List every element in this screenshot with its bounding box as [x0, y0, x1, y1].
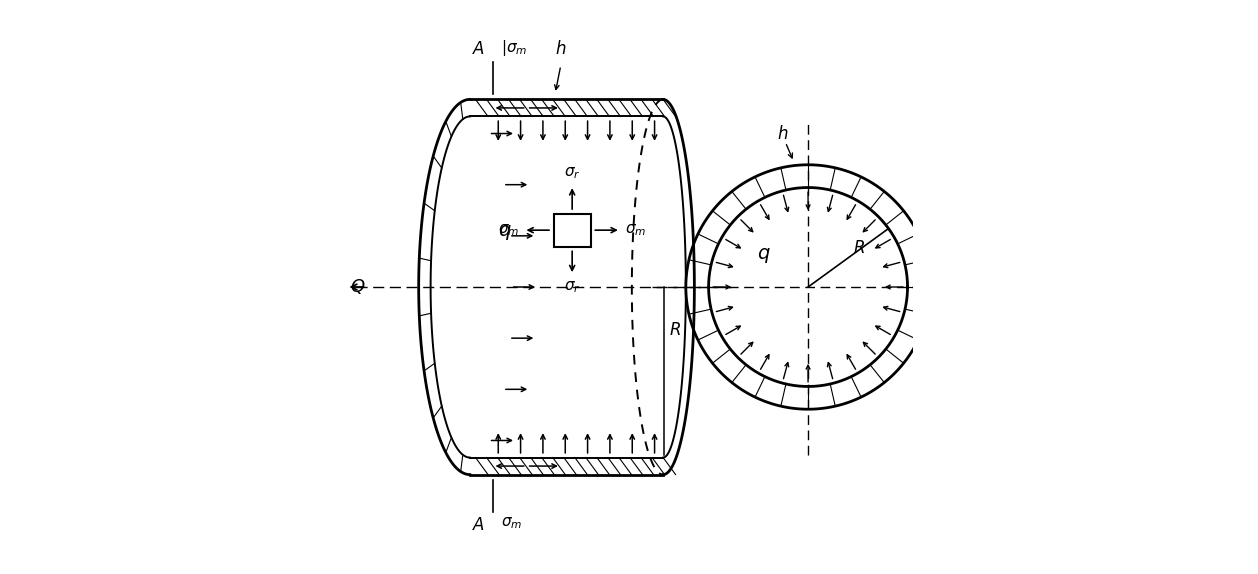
- Text: h: h: [556, 41, 566, 59]
- Text: $\sigma_m$: $\sigma_m$: [625, 222, 647, 238]
- Text: A: A: [473, 515, 484, 533]
- Bar: [554, 214, 590, 247]
- Text: A: A: [473, 41, 484, 59]
- Text: $\sigma_r$: $\sigma_r$: [564, 279, 580, 294]
- Text: $|\sigma_m$: $|\sigma_m$: [501, 38, 527, 59]
- Text: $\sigma_r$: $\sigma_r$: [564, 165, 580, 181]
- Text: q: q: [757, 243, 770, 262]
- Text: $\sigma_m$: $\sigma_m$: [501, 515, 522, 531]
- Text: R: R: [853, 239, 866, 257]
- Text: q: q: [498, 220, 511, 240]
- Text: R: R: [671, 321, 682, 339]
- Text: h: h: [777, 125, 788, 143]
- Text: $\sigma_m$: $\sigma_m$: [498, 222, 520, 238]
- Text: Q: Q: [351, 278, 365, 296]
